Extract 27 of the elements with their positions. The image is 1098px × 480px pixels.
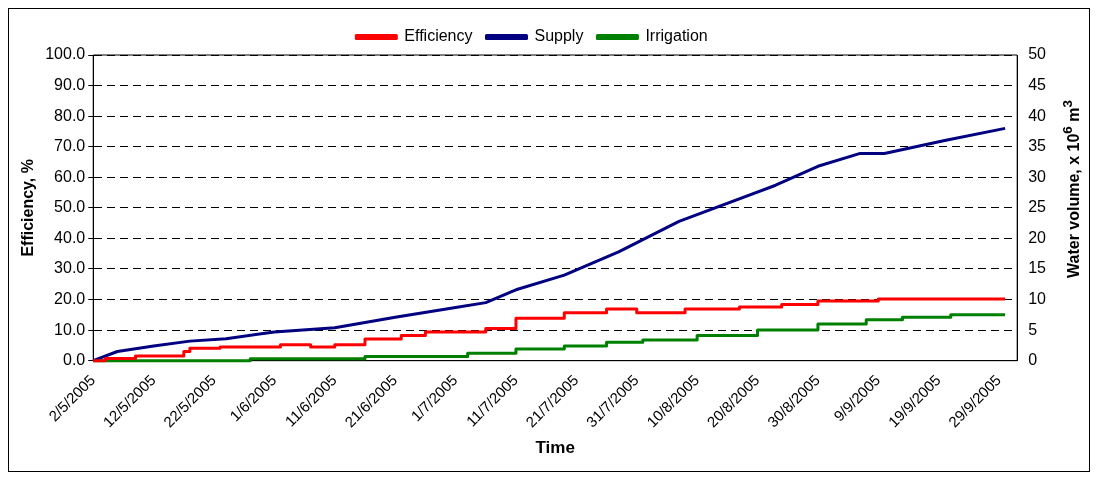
y-tick-label: 0.0 <box>62 351 86 369</box>
y2-tick-label: 15 <box>1028 259 1047 277</box>
y-axis-title: Efficiency, % <box>19 159 37 257</box>
y-tick-label: 100.0 <box>45 45 86 63</box>
y2-tick-label: 20 <box>1028 228 1047 246</box>
y-tick-label: 60.0 <box>54 167 86 185</box>
y2-tick-label: 0 <box>1028 351 1038 369</box>
y-tick-label: 90.0 <box>54 75 86 93</box>
y-tick-label: 40.0 <box>54 228 86 246</box>
legend-label: Supply <box>534 27 584 45</box>
y2-tick-label: 45 <box>1028 75 1047 93</box>
y-tick-label: 50.0 <box>54 198 86 216</box>
legend-label: Irrigation <box>645 27 708 45</box>
y-tick-label: 70.0 <box>54 137 86 155</box>
y2-tick-label: 50 <box>1028 45 1047 63</box>
legend-label: Efficiency <box>404 27 473 45</box>
y2-tick-label: 10 <box>1028 289 1047 307</box>
y2-tick-label: 25 <box>1028 198 1047 216</box>
y-tick-label: 80.0 <box>54 106 86 124</box>
y2-tick-label: 35 <box>1028 137 1047 155</box>
y2-tick-label: 30 <box>1028 167 1047 185</box>
y-tick-label: 10.0 <box>54 320 86 338</box>
x-axis-title: Time <box>535 438 575 458</box>
y2-tick-label: 5 <box>1028 320 1038 338</box>
y-tick-label: 20.0 <box>54 289 86 307</box>
y-tick-label: 30.0 <box>54 259 86 277</box>
y2-tick-label: 40 <box>1028 106 1047 124</box>
